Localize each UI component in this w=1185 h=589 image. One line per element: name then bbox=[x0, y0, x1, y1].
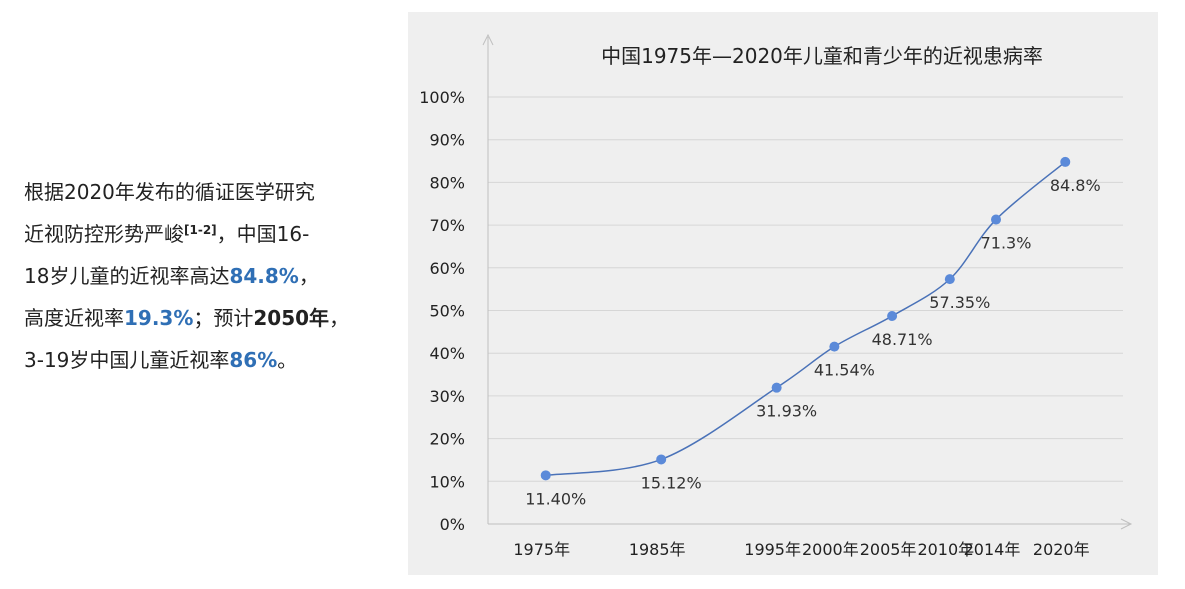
x-tick-label: 2020年 bbox=[1033, 540, 1090, 559]
forecast-rate-value: 86% bbox=[229, 348, 278, 372]
data-point bbox=[540, 470, 551, 481]
x-tick-label: 2010年 bbox=[917, 540, 974, 559]
data-label: 48.71% bbox=[872, 330, 933, 349]
y-tick-label: 80% bbox=[429, 173, 465, 192]
intro-line-1: 根据2020年发布的循证医学研究 bbox=[24, 171, 404, 213]
y-tick-label: 50% bbox=[429, 302, 465, 321]
data-point bbox=[887, 311, 898, 322]
y-tick-label: 20% bbox=[429, 430, 465, 449]
intro-line-4-mid: ；预计 bbox=[193, 306, 254, 330]
x-tick-label: 1985年 bbox=[629, 540, 686, 559]
intro-line-4: 高度近视率19.3%；预计2050年， bbox=[24, 297, 404, 339]
x-tick-label: 2005年 bbox=[860, 540, 917, 559]
myopia-rate-16-18-value: 84.8% bbox=[229, 264, 299, 288]
data-label: 31.93% bbox=[756, 402, 817, 421]
data-point bbox=[944, 274, 955, 285]
data-label: 11.40% bbox=[525, 489, 586, 508]
forecast-year: 2050年 bbox=[253, 306, 330, 330]
y-tick-label: 60% bbox=[429, 259, 465, 278]
intro-line-4-pre: 高度近视率 bbox=[24, 306, 124, 330]
chart-panel: 中国1975年—2020年儿童和青少年的近视患病率 0% 10% 20% 30% 40%… bbox=[408, 12, 1158, 575]
intro-line-3-post: ， bbox=[298, 264, 319, 288]
data-point bbox=[656, 454, 667, 465]
chart-title: 中国1975年—2020年儿童和青少年的近视患病率 bbox=[601, 44, 1043, 68]
x-tick-label: 1975年 bbox=[513, 540, 570, 559]
intro-line-3-pre: 18岁儿童的近视率高达 bbox=[24, 264, 230, 288]
data-point bbox=[829, 341, 840, 352]
series-line bbox=[545, 161, 1066, 477]
grid-lines bbox=[488, 96, 1123, 482]
data-label: 84.8% bbox=[1050, 176, 1101, 195]
y-axis-arrow bbox=[482, 33, 494, 46]
intro-line-1-text: 根据2020年发布的循证医学研究 bbox=[24, 180, 315, 204]
axes bbox=[482, 33, 1133, 530]
citation-ref: [1-2] bbox=[184, 223, 217, 237]
intro-line-2-text: 近视防控形势严峻 bbox=[24, 222, 184, 246]
data-label: 41.54% bbox=[814, 361, 875, 380]
y-tick-label: 30% bbox=[429, 387, 465, 406]
high-myopia-rate-value: 19.3% bbox=[124, 306, 194, 330]
data-point bbox=[771, 382, 782, 393]
data-label: 15.12% bbox=[641, 473, 702, 492]
intro-line-5-pre: 3-19岁中国儿童近视率 bbox=[24, 348, 230, 372]
intro-line-5-post: 。 bbox=[277, 348, 298, 372]
myopia-prevalence-chart: 中国1975年—2020年儿童和青少年的近视患病率 0% 10% 20% 30% 40%… bbox=[419, 33, 1133, 559]
data-points bbox=[540, 156, 1071, 481]
y-tick-label: 10% bbox=[429, 472, 465, 491]
x-tick-label: 2014年 bbox=[964, 540, 1021, 559]
y-axis-tick-labels: 0% 10% 20% 30% 40% 50% 60% 70% 80% 90% 100% bbox=[419, 88, 465, 534]
data-label: 57.35% bbox=[929, 293, 990, 312]
intro-line-2: 近视防控形势严峻[1-2]，中国16- bbox=[24, 213, 404, 255]
data-labels: 11.40% 15.12% 31.93% 41.54% 48.71% 57.35% 71.3… bbox=[525, 176, 1100, 508]
intro-line-5: 3-19岁中国儿童近视率86%。 bbox=[24, 339, 404, 381]
y-tick-label: 100% bbox=[419, 88, 465, 107]
y-tick-label: 0% bbox=[440, 515, 465, 534]
intro-line-3: 18岁儿童的近视率高达84.8%， bbox=[24, 255, 404, 297]
y-tick-label: 90% bbox=[429, 131, 465, 150]
x-axis-arrow bbox=[1120, 518, 1133, 530]
data-label: 71.3% bbox=[981, 234, 1032, 253]
x-tick-label: 1995年 bbox=[744, 540, 801, 559]
data-point bbox=[991, 214, 1001, 225]
x-tick-label: 2000年 bbox=[802, 540, 859, 559]
y-tick-label: 40% bbox=[429, 344, 465, 363]
intro-line-2-tail: ，中国16- bbox=[216, 222, 310, 246]
data-point bbox=[1060, 156, 1071, 167]
intro-line-4-post: ， bbox=[329, 306, 350, 330]
intro-text: 根据2020年发布的循证医学研究 近视防控形势严峻[1-2]，中国16- 18岁… bbox=[24, 171, 404, 381]
y-tick-label: 70% bbox=[429, 216, 465, 235]
